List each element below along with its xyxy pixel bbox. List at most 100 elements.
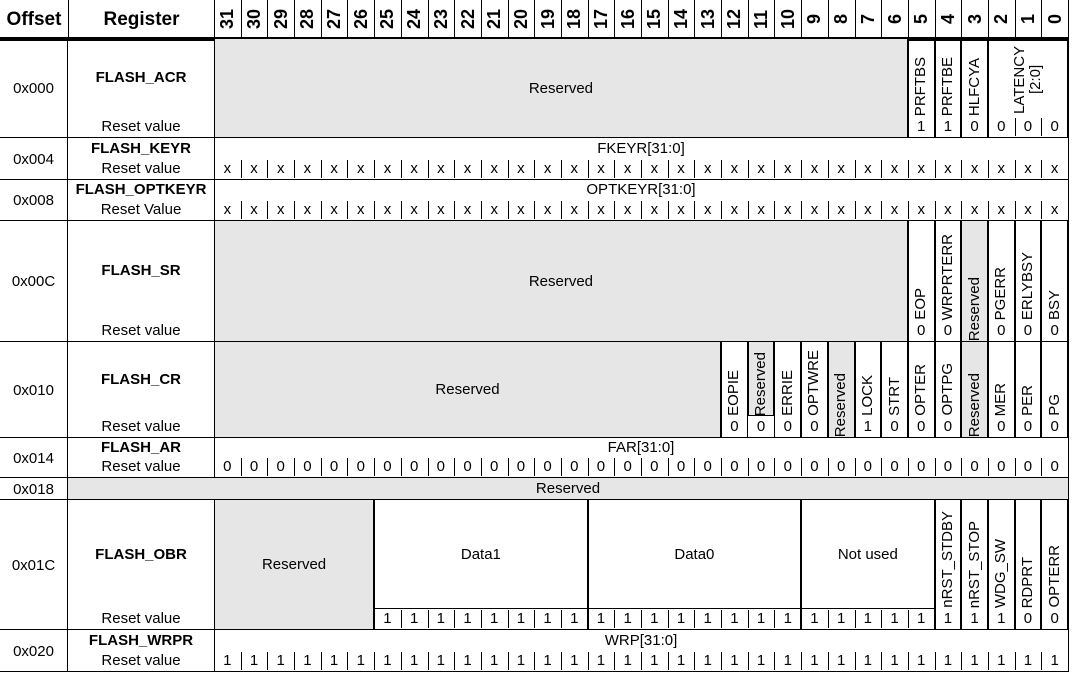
- bit-separator: [507, 160, 509, 178]
- register-name: FLASH_WRPR: [88, 631, 194, 649]
- reset-bit-value: 1: [570, 610, 579, 627]
- reset-bit-value: x: [837, 160, 845, 177]
- reset-bit-value: x: [703, 160, 712, 177]
- bit-separator: [827, 160, 829, 178]
- reset-bit-value: x: [864, 160, 872, 177]
- reset-bit-value: x: [463, 160, 472, 177]
- row-divider: [0, 629, 1069, 630]
- reset-bit-value: 0: [223, 458, 232, 475]
- reset-bit-value: x: [917, 201, 925, 218]
- reset-bit-value: 0: [730, 418, 739, 435]
- field-label-wrap: PRFTBE: [936, 39, 961, 116]
- reset-bit-value: x: [223, 201, 232, 218]
- header-bit-15: 15: [641, 0, 668, 39]
- header-bit-2: 2: [987, 0, 1015, 39]
- reset-bit-value: 0: [783, 418, 792, 435]
- header-bit-30: 30: [240, 0, 268, 39]
- row-divider: [0, 671, 1069, 672]
- reset-bit-value: x: [997, 201, 1006, 218]
- field-label-wrap: PER: [1016, 342, 1041, 416]
- reserved-row: Reserved: [68, 478, 1068, 499]
- reset-bit-value: 0: [890, 458, 899, 475]
- bit-separator: [987, 652, 989, 670]
- field-label-wrap: Reserved: [215, 39, 907, 137]
- reset-bit-value: 1: [890, 652, 899, 669]
- reset-bit-value: 0: [1023, 418, 1033, 435]
- bit-separator: [827, 201, 829, 219]
- reset-bit-value: 1: [810, 652, 819, 669]
- field-label: Reserved: [528, 79, 594, 97]
- reset-bit-value: x: [357, 201, 365, 218]
- reset-bit-value: 1: [516, 652, 526, 669]
- bit-separator: [907, 610, 909, 628]
- field-label-wrap: FAR[31:0]: [214, 438, 1068, 456]
- bit-separator: [694, 652, 696, 670]
- bit-separator: [747, 652, 749, 670]
- bit-number: 31: [217, 9, 238, 30]
- field-label: WDG_SW: [992, 538, 1010, 608]
- reset-bit-value: x: [276, 160, 285, 177]
- reset-bit-value: 0: [917, 322, 926, 339]
- reset-bit-value: x: [490, 201, 498, 218]
- bit-separator: [907, 201, 909, 219]
- table-right-border: [1068, 221, 1069, 342]
- bit-separator: [400, 652, 402, 670]
- bit-number: 4: [937, 14, 958, 25]
- field-label: Reserved: [261, 556, 327, 573]
- reset-bit-value: x: [757, 201, 765, 218]
- reset-bit-value: 0: [943, 458, 953, 475]
- bit-separator: [587, 652, 589, 670]
- reset-bit-value: x: [543, 160, 552, 177]
- reset-bit-value: 0: [917, 458, 926, 475]
- column-divider: [214, 138, 215, 180]
- bit-separator: [454, 610, 456, 628]
- bit-separator: [934, 458, 936, 476]
- offset-cell: 0x008: [13, 192, 54, 209]
- field-label-wrap: WRP[31:0]: [214, 630, 1068, 650]
- reset-bit-value: 0: [703, 458, 712, 475]
- bit-separator: [827, 610, 829, 628]
- reset-bit-value: 0: [943, 322, 953, 339]
- bit-separator: [427, 652, 429, 670]
- bit-separator: [641, 610, 642, 628]
- reset-bit-value: x: [303, 201, 312, 218]
- bit-separator: [1041, 458, 1043, 476]
- reset-bit-value: 0: [730, 458, 739, 475]
- reset-bit-value: 1: [1050, 652, 1059, 669]
- bit-separator: [400, 160, 402, 178]
- bit-separator: [1014, 652, 1016, 670]
- bit-separator: [934, 160, 936, 178]
- field-mer: MER: [987, 342, 1015, 437]
- bit-separator: [374, 652, 376, 670]
- bit-number: 17: [590, 9, 611, 30]
- reset-bit-value: x: [997, 160, 1006, 177]
- reset-value-label: Reset value: [101, 322, 181, 339]
- offset-cell: 0x018: [13, 480, 54, 498]
- bit-separator: [240, 201, 242, 219]
- bit-separator: [294, 201, 296, 219]
- reset-bit-value: x: [730, 160, 739, 177]
- header-bit-13: 13: [694, 0, 721, 39]
- field-label: OPTPG: [938, 363, 956, 416]
- reset-bit-value: 1: [409, 652, 419, 669]
- bit-separator: [881, 652, 883, 670]
- column-divider: [67, 39, 68, 138]
- bit-separator: [347, 458, 349, 476]
- reset-bit-value: 0: [570, 458, 579, 475]
- reset-bit-value: x: [597, 160, 605, 177]
- header-bit-16: 16: [614, 0, 641, 39]
- reset-bit-value: x: [383, 160, 392, 177]
- bit-separator: [534, 160, 536, 178]
- table-right-border: [1068, 478, 1069, 500]
- reset-bit-value: x: [276, 201, 285, 218]
- bit-separator: [747, 201, 749, 219]
- reset-bit-value: 0: [810, 458, 819, 475]
- reset-bit-value: 1: [943, 652, 953, 669]
- reset-bit-value: 1: [223, 652, 232, 669]
- field-hlfcya: HLFCYA: [961, 39, 988, 137]
- bit-separator: [881, 610, 883, 628]
- field-per: PER: [1014, 342, 1042, 437]
- reset-bit-value: 1: [997, 610, 1006, 627]
- header-bit-27: 27: [320, 0, 348, 39]
- register-name: FLASH_OPTKEYR: [75, 181, 207, 198]
